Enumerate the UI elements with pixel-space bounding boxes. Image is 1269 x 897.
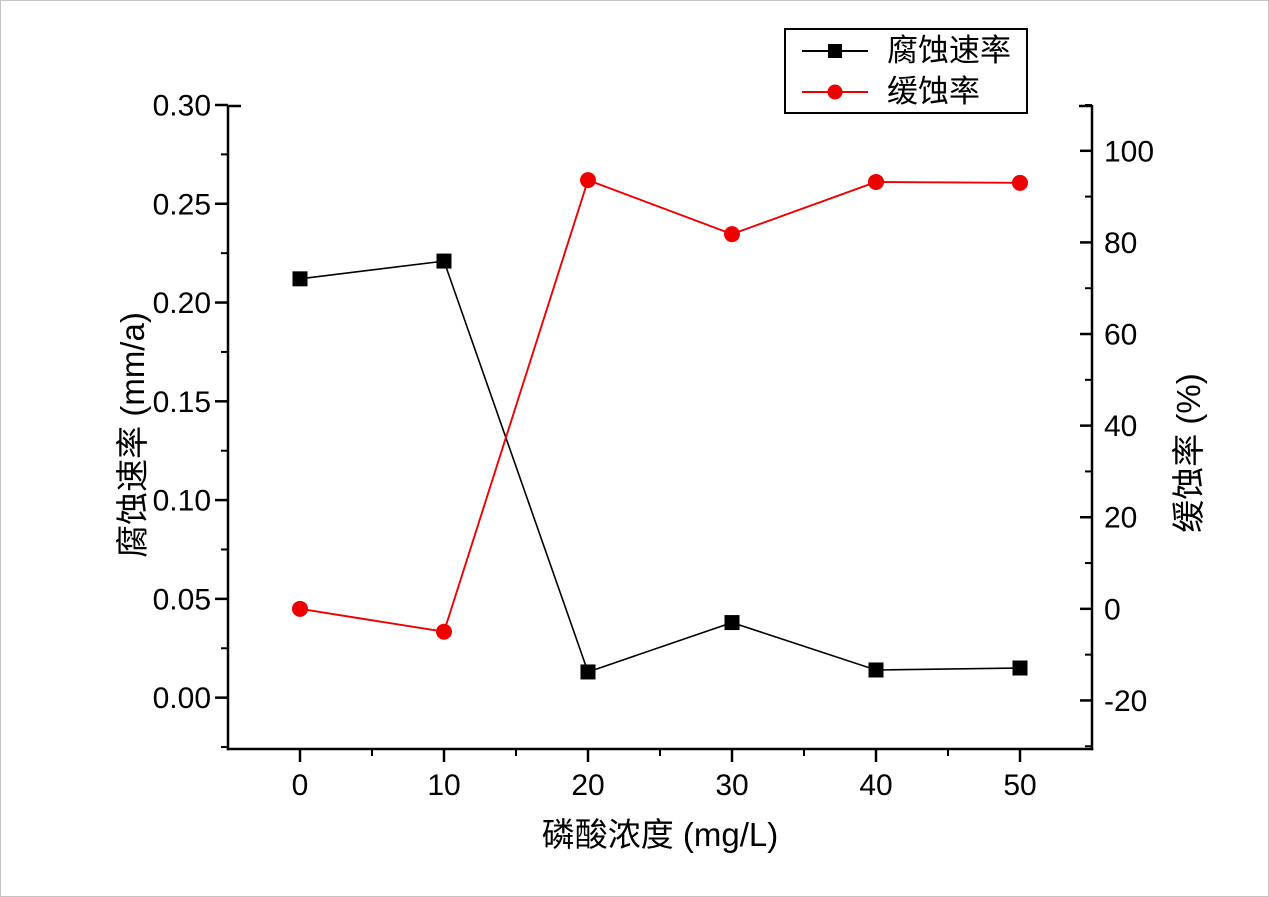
data-point-circle-1-0 <box>292 600 308 617</box>
left-tick-label: 0.30 <box>153 90 211 123</box>
right-tick-label: 40 <box>1104 410 1137 443</box>
right-tick-label: -20 <box>1104 685 1147 718</box>
right-tick-label: 20 <box>1104 502 1137 535</box>
right-tick-label: 80 <box>1104 227 1137 260</box>
x-tick-label: 10 <box>427 769 460 802</box>
data-point-circle-1-4 <box>868 173 884 190</box>
left-tick-label: 0.10 <box>153 485 211 518</box>
series-line-0 <box>299 260 1021 673</box>
left-tick-label: 0.15 <box>153 386 211 419</box>
right-tick-label: 60 <box>1104 319 1137 352</box>
x-tick-label: 30 <box>715 769 748 802</box>
legend-sample-black-square-icon <box>802 43 868 58</box>
data-point-square-0-2 <box>580 664 596 680</box>
data-point-square-0-5 <box>1012 660 1028 676</box>
series-line-1 <box>299 178 1021 633</box>
left-tick-label: 0.25 <box>153 188 211 221</box>
data-point-circle-1-2 <box>580 172 596 189</box>
data-point-square-0-3 <box>724 615 740 631</box>
right-y-axis-title: 缓蚀率 (%) <box>1170 373 1207 533</box>
right-tick-label: 0 <box>1104 593 1121 626</box>
x-tick-label: 50 <box>1003 769 1036 802</box>
data-point-square-0-4 <box>868 662 884 678</box>
legend-label-corrosion-rate: 腐蚀速率 <box>887 33 1011 68</box>
x-tick-label: 40 <box>859 769 892 802</box>
left-y-axis-title: 腐蚀速率 (mm/a) <box>114 312 151 558</box>
right-tick-label: 100 <box>1104 135 1154 168</box>
data-point-circle-1-5 <box>1012 174 1028 191</box>
left-tick-label: 0.20 <box>153 287 211 320</box>
data-point-circle-1-1 <box>436 623 452 640</box>
x-tick-label: 0 <box>292 769 309 802</box>
left-tick-label: 0.00 <box>153 682 211 715</box>
legend-box: 腐蚀速率 缓蚀率 <box>784 28 1028 114</box>
legend-label-inhibition-rate: 缓蚀率 <box>887 74 980 109</box>
data-point-circle-1-3 <box>724 226 740 243</box>
legend-sample-red-circle-icon <box>802 84 868 99</box>
legend-entry-inhibition-rate: 缓蚀率 <box>801 71 1026 112</box>
left-tick-label: 0.05 <box>153 583 211 616</box>
data-point-square-0-1 <box>436 253 452 269</box>
x-axis-title: 磷酸浓度 (mg/L) <box>541 816 779 853</box>
data-point-square-0-0 <box>292 271 308 287</box>
x-tick-label: 20 <box>571 769 604 802</box>
legend-entry-corrosion-rate: 腐蚀速率 <box>801 30 1026 71</box>
